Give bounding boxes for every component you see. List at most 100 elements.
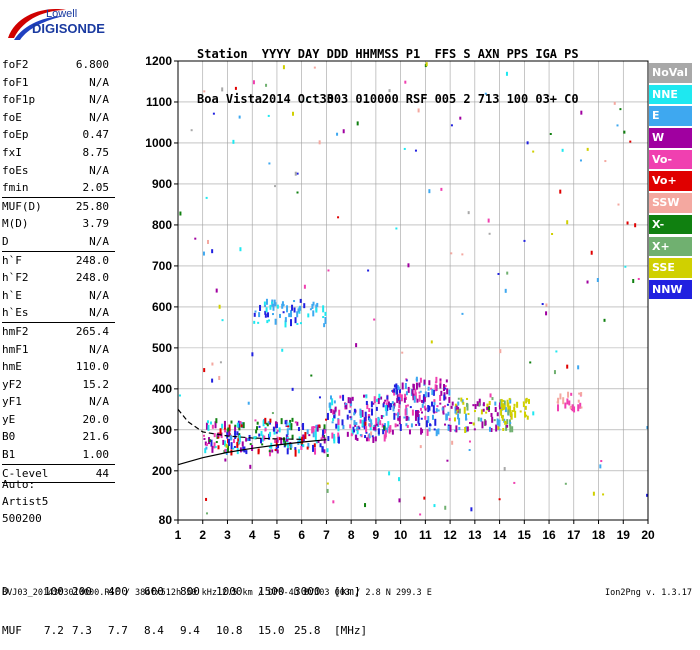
y-axis-ticks: 80 200 300 400 500 600 700 800 900 1000 1100 1200 [145,54,178,527]
noise-point [428,189,431,194]
legend-entry: NNE [649,84,692,105]
echo-point [455,407,458,411]
echo-point [351,396,354,401]
muf-cell: 1500 [258,585,285,598]
echo-point [507,408,510,415]
noise-point [318,140,321,145]
echo-point [350,416,353,421]
echo-point [519,410,522,413]
noise-point [579,159,582,162]
header-col-name: DDD [326,47,349,61]
echo-point [274,318,277,325]
legend-entry: Vo+ [649,171,692,191]
x-tick-label: 8 [348,528,355,542]
echo-point [206,420,209,424]
noise-point [549,132,552,135]
echo-point [562,397,565,405]
echo-point [294,317,297,324]
noise-point [203,90,206,93]
echo-point [261,443,264,446]
noise-point [407,263,410,268]
echo-point [365,431,368,434]
echo-point [269,431,272,437]
echo-point [571,404,574,412]
param-name: MUF(D) [2,199,42,213]
echo-point [433,400,436,406]
echo-point [491,397,494,401]
echo-point [461,399,464,404]
noise-point [388,471,391,476]
echo-point [503,404,506,410]
echo-point [240,424,243,428]
echo-point [280,437,283,445]
param-name: B0 [2,430,16,444]
echo-point [509,422,512,425]
echo-point [331,421,334,424]
echo-point [399,423,402,431]
noise-point [559,189,562,194]
echo-point [286,305,289,313]
echo-point [368,433,371,439]
noise-point [592,491,595,496]
echo-point [333,400,336,404]
echo-point [217,445,220,450]
echo-point [353,420,356,426]
legend-entry: W [649,128,692,148]
echo-point [239,420,242,424]
noise-point [526,141,529,145]
noise-point [313,66,316,69]
noise-point [423,496,426,500]
echo-point [480,409,483,415]
header-col-name: HHMMSS [355,47,399,61]
header-col-value: 2014 [261,92,291,106]
echo-point [511,426,514,433]
echo-point [266,320,269,324]
echo-point [361,419,364,427]
echo-point [312,430,315,438]
echo-point [453,417,456,422]
legend-entry: Vo- [649,149,692,170]
echo-point [363,394,366,398]
echo-point [418,394,421,402]
echo-point [344,402,347,405]
echo-point [214,421,217,429]
echo-point [502,427,505,431]
noise-point [523,239,526,242]
param-row: h`F 248.0 [2,252,115,270]
noise-point [294,171,297,176]
param-separator [2,463,115,465]
echo-point [434,418,437,426]
param-value: N/A [89,93,109,107]
echo-point [414,416,417,421]
noise-point [617,203,620,206]
header-col-name: P1 [405,47,421,61]
echo-point [416,398,419,403]
echo-point [246,437,249,441]
header-col-name: IGA [535,47,558,61]
noise-point [398,498,401,503]
echo-point [204,448,207,454]
echo-point [353,429,356,433]
param-name: fmin [2,181,29,195]
echo-point [350,433,353,437]
echo-point [263,301,266,306]
echo-point [261,434,264,442]
param-row: C-level 44 [2,465,115,483]
echo-point [522,403,525,408]
y-tick-label: 1200 [145,54,172,68]
echo-point [462,401,465,405]
echo-point [290,442,293,448]
noise-point [291,387,294,391]
echo-point [223,427,226,430]
echo-point [269,422,272,425]
y-tick-label: 300 [152,423,172,437]
muf-cell: 10.8 [216,624,243,637]
echo-point [269,304,272,310]
echo-point [414,411,417,419]
param-value: 110.0 [75,360,109,374]
echo-point [300,444,303,448]
echo-point [333,410,336,415]
echo-point [214,446,217,449]
echo-point [322,316,325,319]
param-name: yF2 [2,377,22,391]
